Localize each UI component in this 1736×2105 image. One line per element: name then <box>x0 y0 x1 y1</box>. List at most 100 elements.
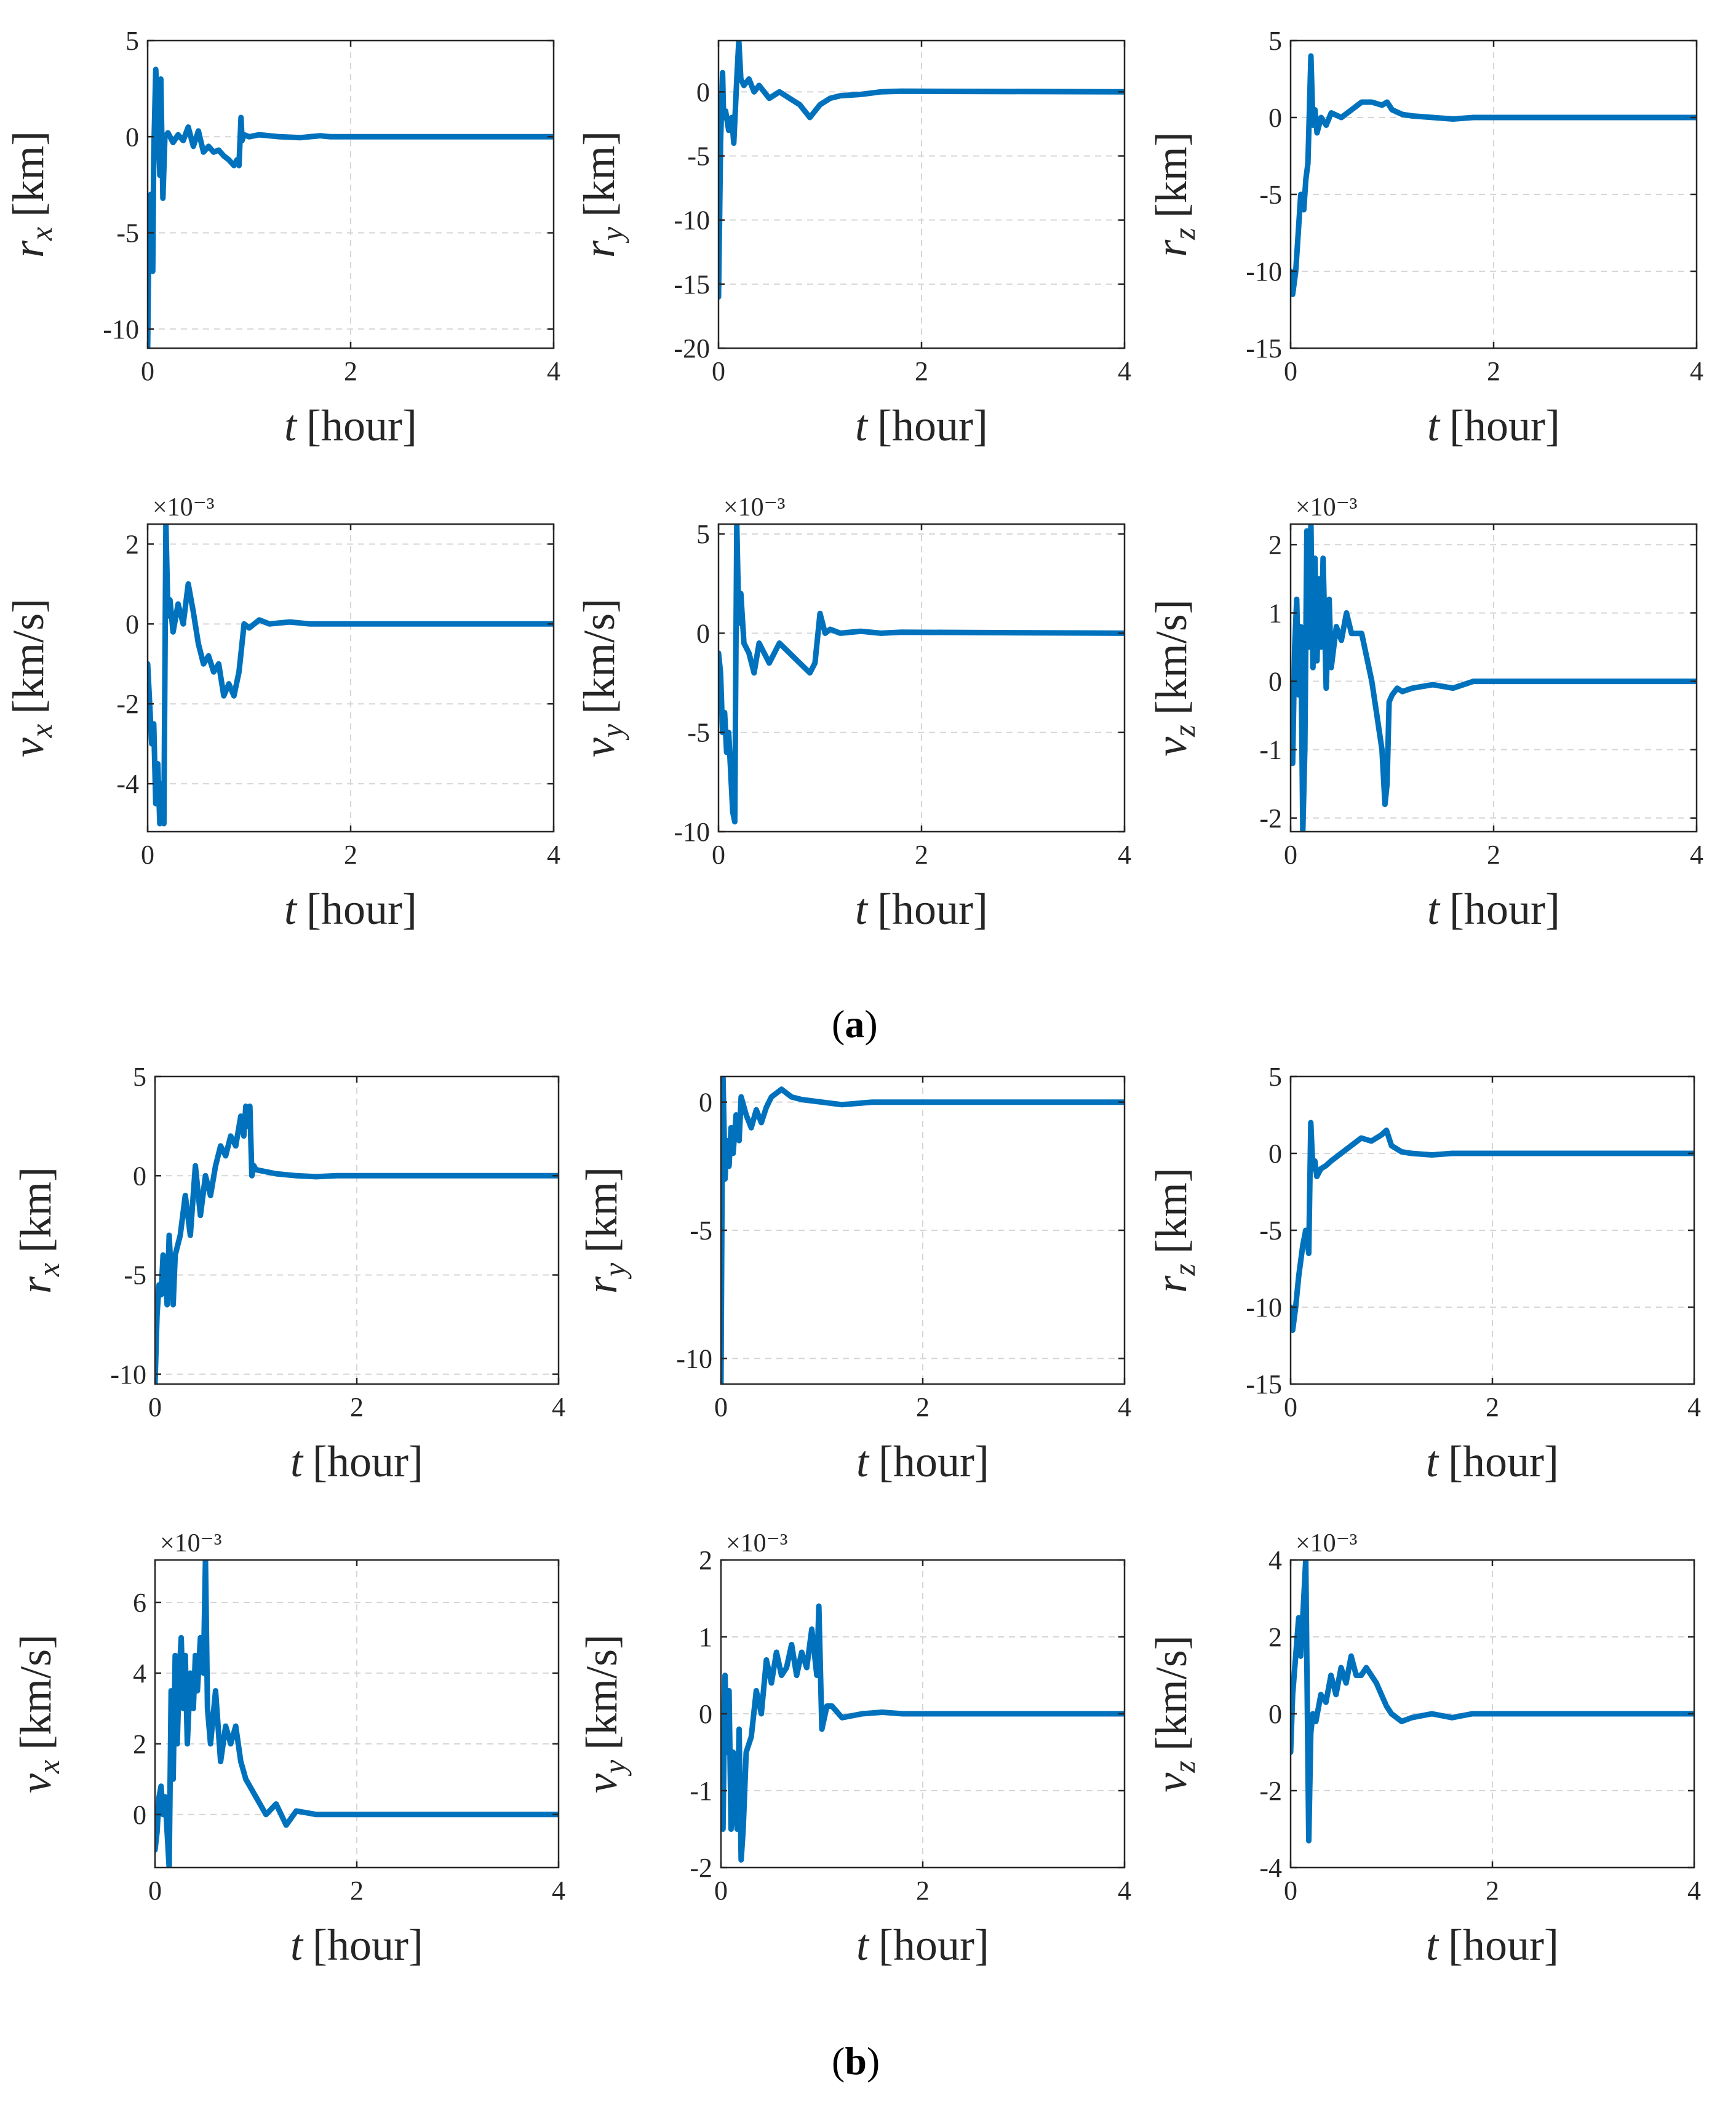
x-tick-label: 0 <box>148 1392 162 1422</box>
x-axis-label: t [hour] <box>290 1920 423 1970</box>
x-tick-label: 2 <box>1487 356 1500 386</box>
y-tick-label: -1 <box>690 1776 712 1806</box>
y-tick-label: -5 <box>690 1216 712 1246</box>
x-tick-label: 4 <box>1118 356 1131 386</box>
x-axis-label: t [hour] <box>1427 885 1560 934</box>
x-tick-label: 4 <box>1118 1876 1131 1906</box>
y-axis-unit: [km/s] <box>4 599 53 714</box>
y-tick-label: -2 <box>690 1853 712 1883</box>
x-axis-variable: t <box>284 885 298 934</box>
y-axis-label: rz [km] <box>1147 132 1201 257</box>
y-tick-label: 0 <box>696 618 710 648</box>
x-tick-label: 0 <box>712 356 725 386</box>
y-axis-unit: [km] <box>577 1167 626 1253</box>
y-tick-label: -2 <box>1259 803 1282 834</box>
y-tick-label: -2 <box>116 689 139 719</box>
x-axis-variable: t <box>855 401 869 450</box>
y-tick-label: 0 <box>133 1161 146 1191</box>
y-tick-label: 2 <box>1268 1622 1282 1652</box>
axis-multiplier: ×10⁻³ <box>1296 1529 1357 1558</box>
x-tick-label: 4 <box>1118 1392 1131 1422</box>
series-line-r_z <box>1291 53 1697 297</box>
y-tick-label: 0 <box>125 122 139 152</box>
axis-multiplier: ×10⁻³ <box>723 493 785 522</box>
x-axis-label: t [hour] <box>856 1920 989 1970</box>
x-axis-variable: t <box>284 401 298 450</box>
series-line-v_y <box>719 524 1125 825</box>
y-tick-label: -10 <box>1246 257 1282 287</box>
y-tick-label: -5 <box>687 718 710 748</box>
y-axis-label: ry [km] <box>577 1167 632 1294</box>
y-axis-subscript: z <box>1167 228 1201 240</box>
y-axis-variable: r <box>11 1276 60 1294</box>
x-axis-variable: t <box>1427 401 1441 450</box>
x-tick-label: 4 <box>1690 356 1703 386</box>
y-axis-subscript: z <box>1167 1761 1201 1773</box>
x-axis-unit: [hour] <box>306 401 417 450</box>
y-axis-variable: v <box>575 738 624 757</box>
y-tick-label: -10 <box>110 1359 146 1390</box>
series-line-v_x <box>155 1560 559 1868</box>
x-tick-label: 2 <box>1486 1876 1499 1906</box>
x-tick-label: 0 <box>714 1392 728 1422</box>
x-axis-label: t [hour] <box>856 1437 989 1486</box>
axis-multiplier: ×10⁻³ <box>153 493 214 522</box>
y-axis-variable: r <box>577 1276 626 1294</box>
y-axis-label: vx [km/s] <box>11 1634 66 1793</box>
x-axis-unit: [hour] <box>878 1920 989 1970</box>
y-tick-label: -10 <box>674 817 710 847</box>
x-axis-label: t [hour] <box>855 885 988 934</box>
y-tick-label: 2 <box>699 1545 712 1575</box>
x-axis-variable: t <box>855 885 869 934</box>
y-tick-label: 0 <box>1268 667 1282 697</box>
x-axis-label: t [hour] <box>855 401 988 450</box>
series-line-r_y <box>719 41 1125 300</box>
y-axis-subscript: z <box>1167 725 1201 737</box>
y-tick-label: 6 <box>133 1588 146 1618</box>
y-axis-variable: r <box>1147 239 1196 257</box>
x-axis-unit: [hour] <box>1449 885 1560 934</box>
y-tick-label: -5 <box>116 218 139 249</box>
y-axis-label: vz [km/s] <box>1147 599 1201 756</box>
y-tick-label: -4 <box>116 769 139 799</box>
series-line-r_x <box>148 66 554 348</box>
x-axis-variable: t <box>1426 1437 1439 1486</box>
y-axis-variable: v <box>4 738 53 757</box>
x-axis-unit: [hour] <box>878 1437 989 1486</box>
y-axis-variable: v <box>11 1773 60 1793</box>
panel-label-b: (b) <box>832 2039 880 2083</box>
y-tick-label: 5 <box>696 519 710 549</box>
y-axis-variable: v <box>1147 737 1196 757</box>
chart-b-rx: 0 2 4 -10 -5 0 5 t [hour] rx [km] <box>11 1062 565 1486</box>
x-tick-label: 0 <box>148 1876 162 1906</box>
x-tick-label: 2 <box>915 840 928 870</box>
x-axis-unit: [hour] <box>877 401 988 450</box>
y-axis-unit: [km/s] <box>1147 1635 1196 1751</box>
y-tick-label: -15 <box>674 269 710 300</box>
y-axis-unit: [km] <box>575 131 624 217</box>
x-axis-label: t [hour] <box>284 885 417 934</box>
series-line-v_z <box>1291 1560 1694 1844</box>
x-tick-label: 2 <box>350 1392 364 1422</box>
x-tick-label: 4 <box>547 356 560 386</box>
y-tick-label: 5 <box>1268 1062 1282 1092</box>
y-tick-label: -10 <box>674 205 710 236</box>
x-tick-label: 4 <box>547 840 560 870</box>
y-axis-variable: v <box>577 1773 626 1793</box>
series-line-v_y <box>721 1603 1125 1863</box>
x-axis-unit: [hour] <box>306 885 417 934</box>
x-axis-unit: [hour] <box>313 1437 423 1486</box>
y-axis-label: rx [km] <box>11 1167 66 1294</box>
series-line-r_y <box>721 1076 1125 1384</box>
x-axis-unit: [hour] <box>877 885 988 934</box>
x-tick-label: 0 <box>712 840 725 870</box>
axis-multiplier: ×10⁻³ <box>160 1529 221 1558</box>
y-axis-variable: r <box>4 240 53 258</box>
axis-multiplier: ×10⁻³ <box>726 1529 787 1558</box>
x-axis-label: t [hour] <box>1427 401 1560 450</box>
y-tick-label: 4 <box>133 1658 146 1689</box>
y-tick-label: 0 <box>125 609 139 639</box>
y-axis-unit: [km] <box>11 1167 60 1253</box>
x-tick-label: 2 <box>915 356 928 386</box>
chart-a-rx: 0 2 4 -10 -5 0 5 t [hour] rx [km] <box>4 26 560 450</box>
